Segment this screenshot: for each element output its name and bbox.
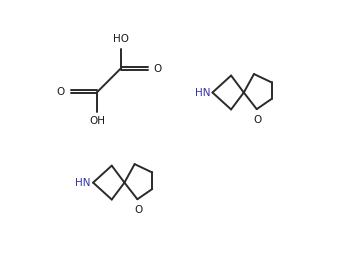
Text: O: O: [134, 205, 142, 215]
Text: O: O: [56, 87, 64, 97]
Text: HO: HO: [113, 34, 129, 44]
Text: HN: HN: [195, 87, 210, 97]
Text: HN: HN: [75, 178, 91, 188]
Text: O: O: [253, 115, 262, 125]
Text: OH: OH: [90, 116, 105, 126]
Text: O: O: [154, 64, 162, 74]
